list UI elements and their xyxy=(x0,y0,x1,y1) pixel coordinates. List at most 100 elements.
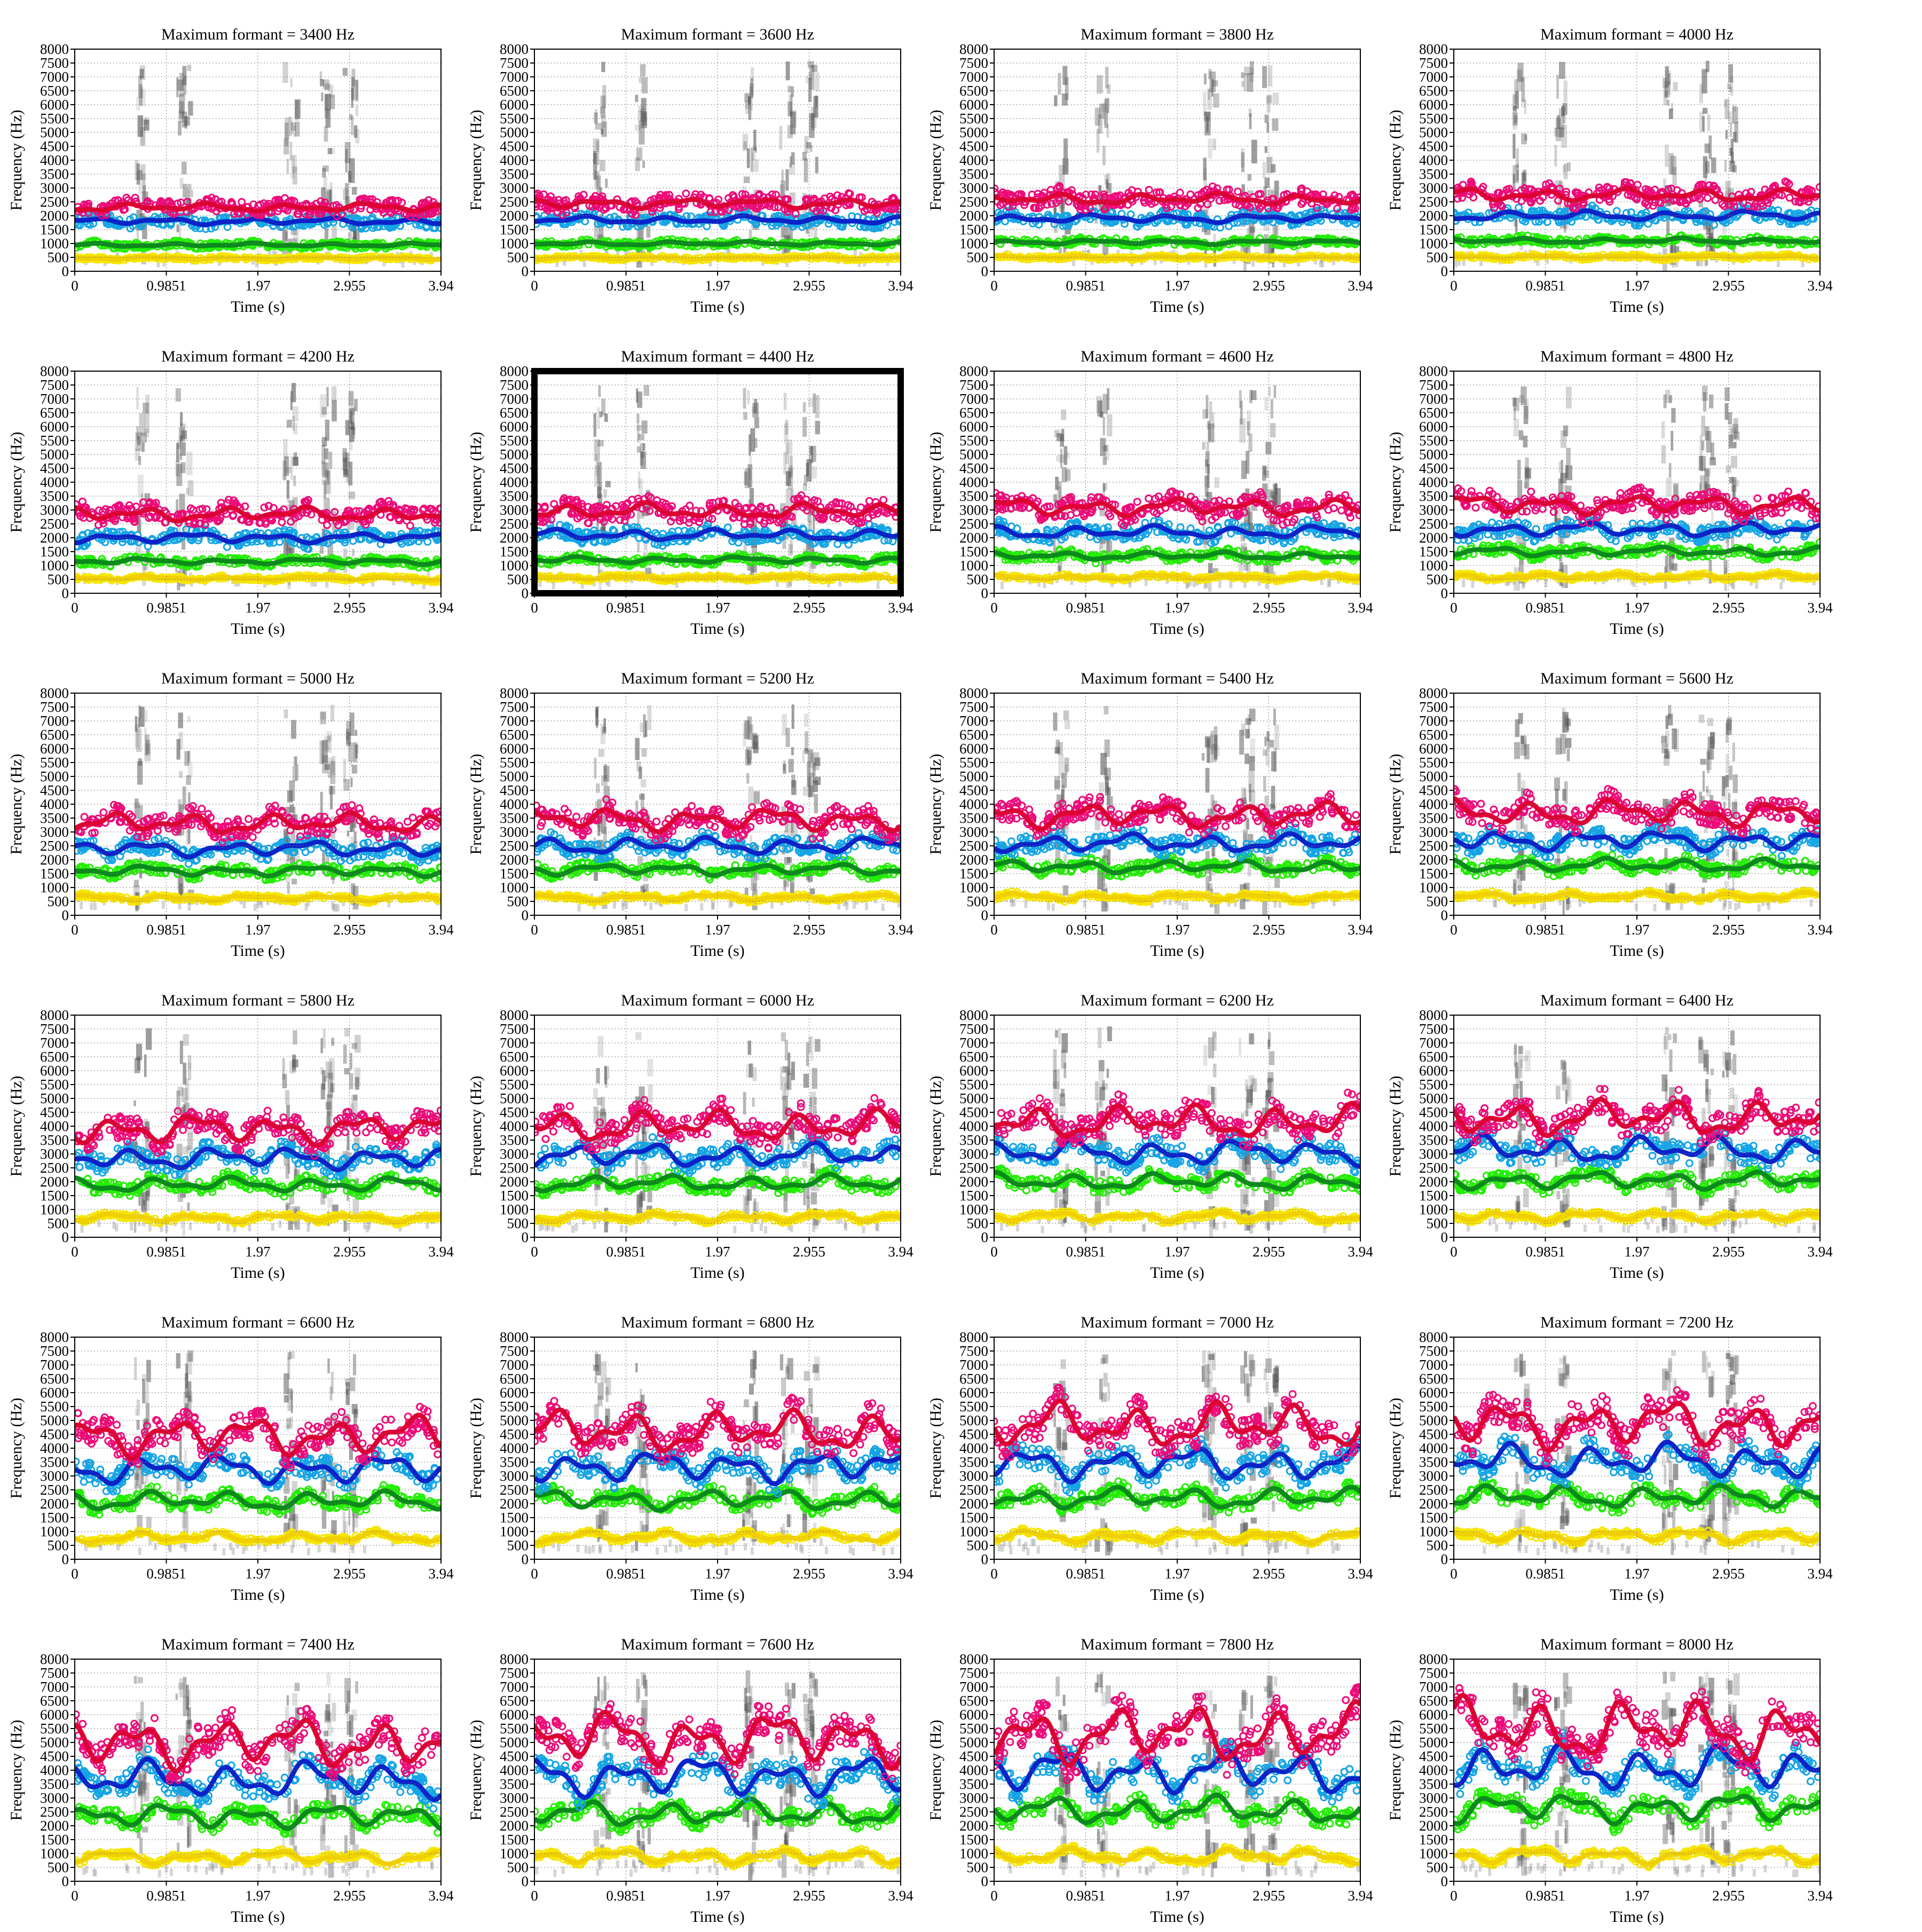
f4-point xyxy=(1146,187,1152,193)
spectrogram-streak xyxy=(1064,138,1068,159)
y-tick-label: 2000 xyxy=(500,208,529,224)
spectrogram-streak xyxy=(140,69,144,78)
x-tick-label: 0 xyxy=(990,278,998,294)
y-tick-label: 0 xyxy=(62,263,69,279)
spectrogram-streak xyxy=(176,224,179,232)
spectrogram-streak xyxy=(1203,168,1207,187)
spectrogram-streak xyxy=(179,94,185,114)
spectrogram-streak xyxy=(320,72,322,80)
f3-point xyxy=(688,213,694,219)
x-axis-label: Time (s) xyxy=(1150,298,1204,316)
spectrogram-streak xyxy=(790,156,792,167)
spectrogram-streak xyxy=(635,95,638,102)
spectrogram-streak xyxy=(1728,112,1734,124)
plot-area xyxy=(1451,61,1823,273)
spectrogram-streak xyxy=(295,100,298,121)
y-tick-label: 6000 xyxy=(40,97,69,113)
y-axis-label: Frequency (Hz) xyxy=(467,109,485,210)
formant-panel-3600: Maximum formant = 3600 Hz050010001500200… xyxy=(460,0,919,322)
spectrogram-streak xyxy=(329,95,335,109)
spectrogram-streak xyxy=(187,184,192,190)
plot-area xyxy=(991,61,1362,271)
x-tick-label: 1.97 xyxy=(245,278,270,294)
x-axis-label: Time (s) xyxy=(231,298,285,316)
spectrogram-streak xyxy=(1703,156,1707,178)
spectrogram-streak xyxy=(321,92,323,101)
spectrogram-streak xyxy=(324,127,328,142)
spectrogram-streak xyxy=(1106,124,1109,137)
y-tick-label: 1500 xyxy=(40,222,69,238)
spectrogram-streak xyxy=(282,62,288,83)
x-tick-label: 0.9851 xyxy=(606,278,645,294)
spectrogram-streak xyxy=(791,87,794,97)
spectrogram-streak xyxy=(790,110,797,128)
spectrogram-streak xyxy=(1212,139,1216,150)
spectrogram-streak xyxy=(808,61,814,67)
spectrogram-streak xyxy=(787,86,791,92)
spectrogram-streak xyxy=(1731,139,1734,163)
spectrogram-streak xyxy=(1250,61,1254,74)
spectrogram-streak xyxy=(1525,135,1527,140)
spectrogram-streak xyxy=(600,106,604,114)
spectrogram-streak xyxy=(1724,100,1727,107)
f2-track xyxy=(1453,232,1823,249)
y-tick-label: 5500 xyxy=(959,111,988,127)
spectrogram-streak xyxy=(1707,114,1710,131)
spectrogram-streak xyxy=(596,140,599,165)
f3-point xyxy=(1128,211,1134,218)
y-tick-label: 7500 xyxy=(959,55,988,71)
spectrogram-streak xyxy=(808,73,812,81)
spectrogram-streak xyxy=(1514,115,1517,123)
spectrogram-streak xyxy=(751,67,754,81)
spectrogram-streak xyxy=(293,126,296,137)
x-axis-label: Time (s) xyxy=(690,298,744,316)
y-tick-label: 5000 xyxy=(40,124,69,140)
formant-panel-3400: Maximum formant = 3400 Hz050010001500200… xyxy=(0,0,460,322)
y-tick-label: 7500 xyxy=(500,55,529,71)
y-tick-label: 6500 xyxy=(40,83,69,99)
f4-point xyxy=(1786,194,1793,201)
x-tick-label: 0 xyxy=(71,278,78,294)
y-tick-label: 2500 xyxy=(959,194,988,210)
spectrogram-streak xyxy=(1266,95,1272,104)
y-tick-label: 5000 xyxy=(500,124,529,140)
spectrogram-streak xyxy=(815,73,820,91)
x-tick-label: 3.94 xyxy=(888,278,913,294)
spectrogram-streak xyxy=(802,152,807,161)
spectrogram-streak xyxy=(351,77,355,100)
spectrogram-streak xyxy=(1241,148,1244,168)
spectrogram-streak xyxy=(1063,159,1068,172)
spectrogram-streak xyxy=(140,164,145,180)
spectrogram-streak xyxy=(1669,108,1673,119)
y-tick-label: 0 xyxy=(522,263,529,279)
spectrogram-streak xyxy=(1208,138,1212,158)
spectrogram-streak xyxy=(1711,158,1716,173)
f4-point xyxy=(1177,190,1183,196)
spectrogram-streak xyxy=(1251,140,1257,163)
spectrogram-streak xyxy=(1521,77,1525,102)
spectrogram-streak xyxy=(184,116,190,126)
spectrogram-streak xyxy=(744,177,750,183)
spectrogram-streak xyxy=(1564,163,1568,179)
y-tick-label: 7500 xyxy=(40,55,69,71)
spectrogram-streak xyxy=(750,83,754,96)
y-tick-label: 2000 xyxy=(959,208,988,224)
spectrogram-streak xyxy=(639,77,642,83)
f4-track xyxy=(991,183,1362,214)
f3-point xyxy=(1613,208,1620,214)
spectrogram-streak xyxy=(1062,93,1068,106)
spectrogram-streak xyxy=(786,61,790,80)
spectrogram-streak xyxy=(345,149,348,172)
y-tick-label: 5500 xyxy=(40,111,69,127)
spectrogram-streak xyxy=(188,101,193,115)
f4-point xyxy=(1235,189,1241,195)
y-tick-label: 7000 xyxy=(500,69,529,85)
spectrogram-streak xyxy=(1102,146,1106,165)
spectrogram-streak xyxy=(329,148,335,154)
spectrogram-streak xyxy=(779,126,783,150)
spectrogram-streak xyxy=(354,80,358,99)
y-axis: 0500100015002000250030003500400045005000… xyxy=(959,41,994,279)
spectrogram-streak xyxy=(602,121,607,137)
